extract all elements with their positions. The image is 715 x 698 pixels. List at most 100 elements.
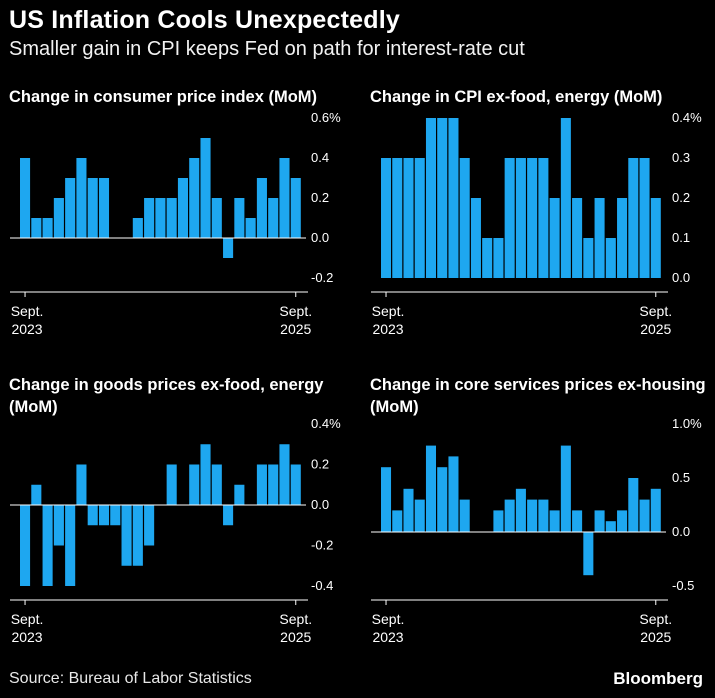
y-tick-label: 0.2 (311, 457, 329, 472)
y-tick-label: -0.2 (311, 270, 333, 285)
bar (639, 158, 650, 278)
bar (448, 456, 459, 532)
y-tick-label: -0.2 (311, 538, 333, 553)
bar (166, 198, 177, 238)
bar (504, 158, 515, 278)
bar (572, 198, 583, 278)
bar (20, 505, 31, 586)
y-tick-label: 0.1 (672, 230, 690, 245)
bar (65, 178, 76, 238)
bar (132, 218, 143, 238)
x-label-start: Sept. (372, 611, 405, 627)
bar (639, 499, 650, 532)
y-tick-label: 0.0 (311, 230, 329, 245)
y-tick-label: 0.4% (672, 110, 702, 125)
y-tick-label: 0.0 (311, 497, 329, 512)
y-tick-label: -0.5 (672, 578, 694, 593)
bar (572, 510, 583, 532)
bar (65, 505, 76, 586)
bar (87, 178, 98, 238)
bar (527, 499, 538, 532)
bar (527, 158, 538, 278)
bar (279, 158, 290, 238)
bar (234, 198, 245, 238)
bar (437, 118, 448, 278)
y-tick-label: 1.0% (672, 416, 702, 431)
bar (482, 238, 493, 278)
bar (211, 464, 222, 505)
bar (290, 178, 301, 238)
bar (650, 198, 661, 278)
y-tick-label: 0.4 (311, 150, 329, 165)
bar (560, 445, 571, 532)
y-tick-label: -0.4 (311, 578, 333, 593)
bar (279, 444, 290, 505)
chart-title-cpi: Change in consumer price index (MoM) (9, 88, 318, 106)
x-label-end: 2025 (640, 629, 671, 645)
x-label-end: Sept. (639, 611, 672, 627)
bar (594, 510, 605, 532)
bar (234, 484, 245, 505)
bar (121, 505, 132, 566)
y-tick-label: 0.4% (311, 416, 341, 431)
bar (200, 444, 211, 505)
bar (515, 488, 526, 532)
bar (110, 505, 121, 526)
bar (549, 510, 560, 532)
x-label-start: 2023 (372, 321, 403, 337)
x-label-end: 2025 (280, 629, 311, 645)
bar (448, 118, 459, 278)
bar (414, 499, 425, 532)
bar (155, 198, 166, 238)
bar (200, 138, 211, 238)
bar (403, 488, 414, 532)
bar (493, 238, 504, 278)
bar (290, 464, 301, 505)
bar (98, 178, 110, 238)
x-label-end: 2025 (280, 321, 311, 337)
chart-panel-1: 0.4% 0.3 0.2 0.1 0.0 Sept. 2023 Sept. 2025 (371, 110, 702, 337)
x-label-start: 2023 (11, 321, 42, 337)
bar (76, 158, 87, 238)
bar (538, 499, 549, 532)
chart-panel-2: 0.4% 0.2 0.0 -0.2 -0.4 Sept. 2023 Sept. 2025 (10, 416, 341, 645)
bar (223, 238, 234, 258)
bar (425, 445, 436, 532)
chart-title-services: Change in core services prices ex-housin… (370, 376, 706, 416)
bar (381, 467, 392, 532)
headline: US Inflation Cools Unexpectedly (9, 6, 400, 34)
bar (245, 218, 256, 238)
bar (189, 464, 200, 505)
bar (31, 218, 42, 238)
bar (76, 464, 87, 505)
chart-title-goods: Change in goods prices ex-food, energy (… (9, 376, 324, 416)
bar (493, 510, 504, 532)
chart-panel-0: 0.6% 0.4 0.2 0.0 -0.2 Sept. 2023 Sept. 2025 (10, 110, 341, 337)
x-label-end: Sept. (279, 303, 312, 319)
bar (583, 238, 594, 278)
bar (42, 218, 53, 238)
bar (392, 158, 403, 278)
bar (381, 158, 392, 278)
bar (414, 158, 425, 278)
bar (538, 158, 549, 278)
bar (87, 505, 98, 526)
y-tick-label: 0.2 (311, 190, 329, 205)
x-label-end: Sept. (639, 303, 672, 319)
y-tick-label: 0.5 (672, 470, 690, 485)
bar (42, 505, 53, 586)
bar (437, 467, 448, 532)
bar (650, 488, 661, 532)
bar (223, 505, 234, 526)
bar (515, 158, 526, 278)
bar (189, 158, 200, 238)
x-label-start: Sept. (11, 303, 44, 319)
y-tick-label: 0.3 (672, 150, 690, 165)
bar (211, 198, 222, 238)
bar (617, 510, 628, 532)
bar (425, 118, 436, 278)
bar (504, 499, 515, 532)
bar (583, 532, 594, 576)
bar (268, 464, 279, 505)
bar (53, 198, 64, 238)
